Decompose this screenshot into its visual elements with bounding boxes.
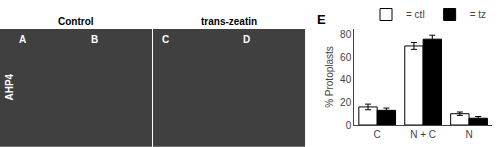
svg-text:60: 60	[340, 52, 352, 63]
svg-text:D: D	[243, 34, 250, 45]
svg-text:C: C	[374, 129, 381, 140]
svg-text:N: N	[465, 129, 472, 140]
svg-text:80: 80	[340, 29, 352, 40]
svg-text:B: B	[91, 34, 98, 45]
svg-text:40: 40	[340, 74, 352, 85]
svg-text:= ctl: = ctl	[406, 9, 425, 20]
svg-text:= tz: = tz	[470, 9, 486, 20]
svg-text:20: 20	[340, 97, 352, 108]
svg-text:Control: Control	[58, 16, 94, 27]
svg-text:C: C	[162, 34, 169, 45]
svg-text:AHP4: AHP4	[4, 73, 15, 100]
svg-text:0: 0	[346, 120, 352, 131]
svg-text:% Protoplasts: % Protoplasts	[324, 46, 335, 108]
svg-text:trans-zeatin: trans-zeatin	[201, 16, 257, 27]
svg-text:E: E	[317, 12, 326, 27]
svg-text:A: A	[19, 34, 26, 45]
svg-text:N + C: N + C	[410, 129, 436, 140]
